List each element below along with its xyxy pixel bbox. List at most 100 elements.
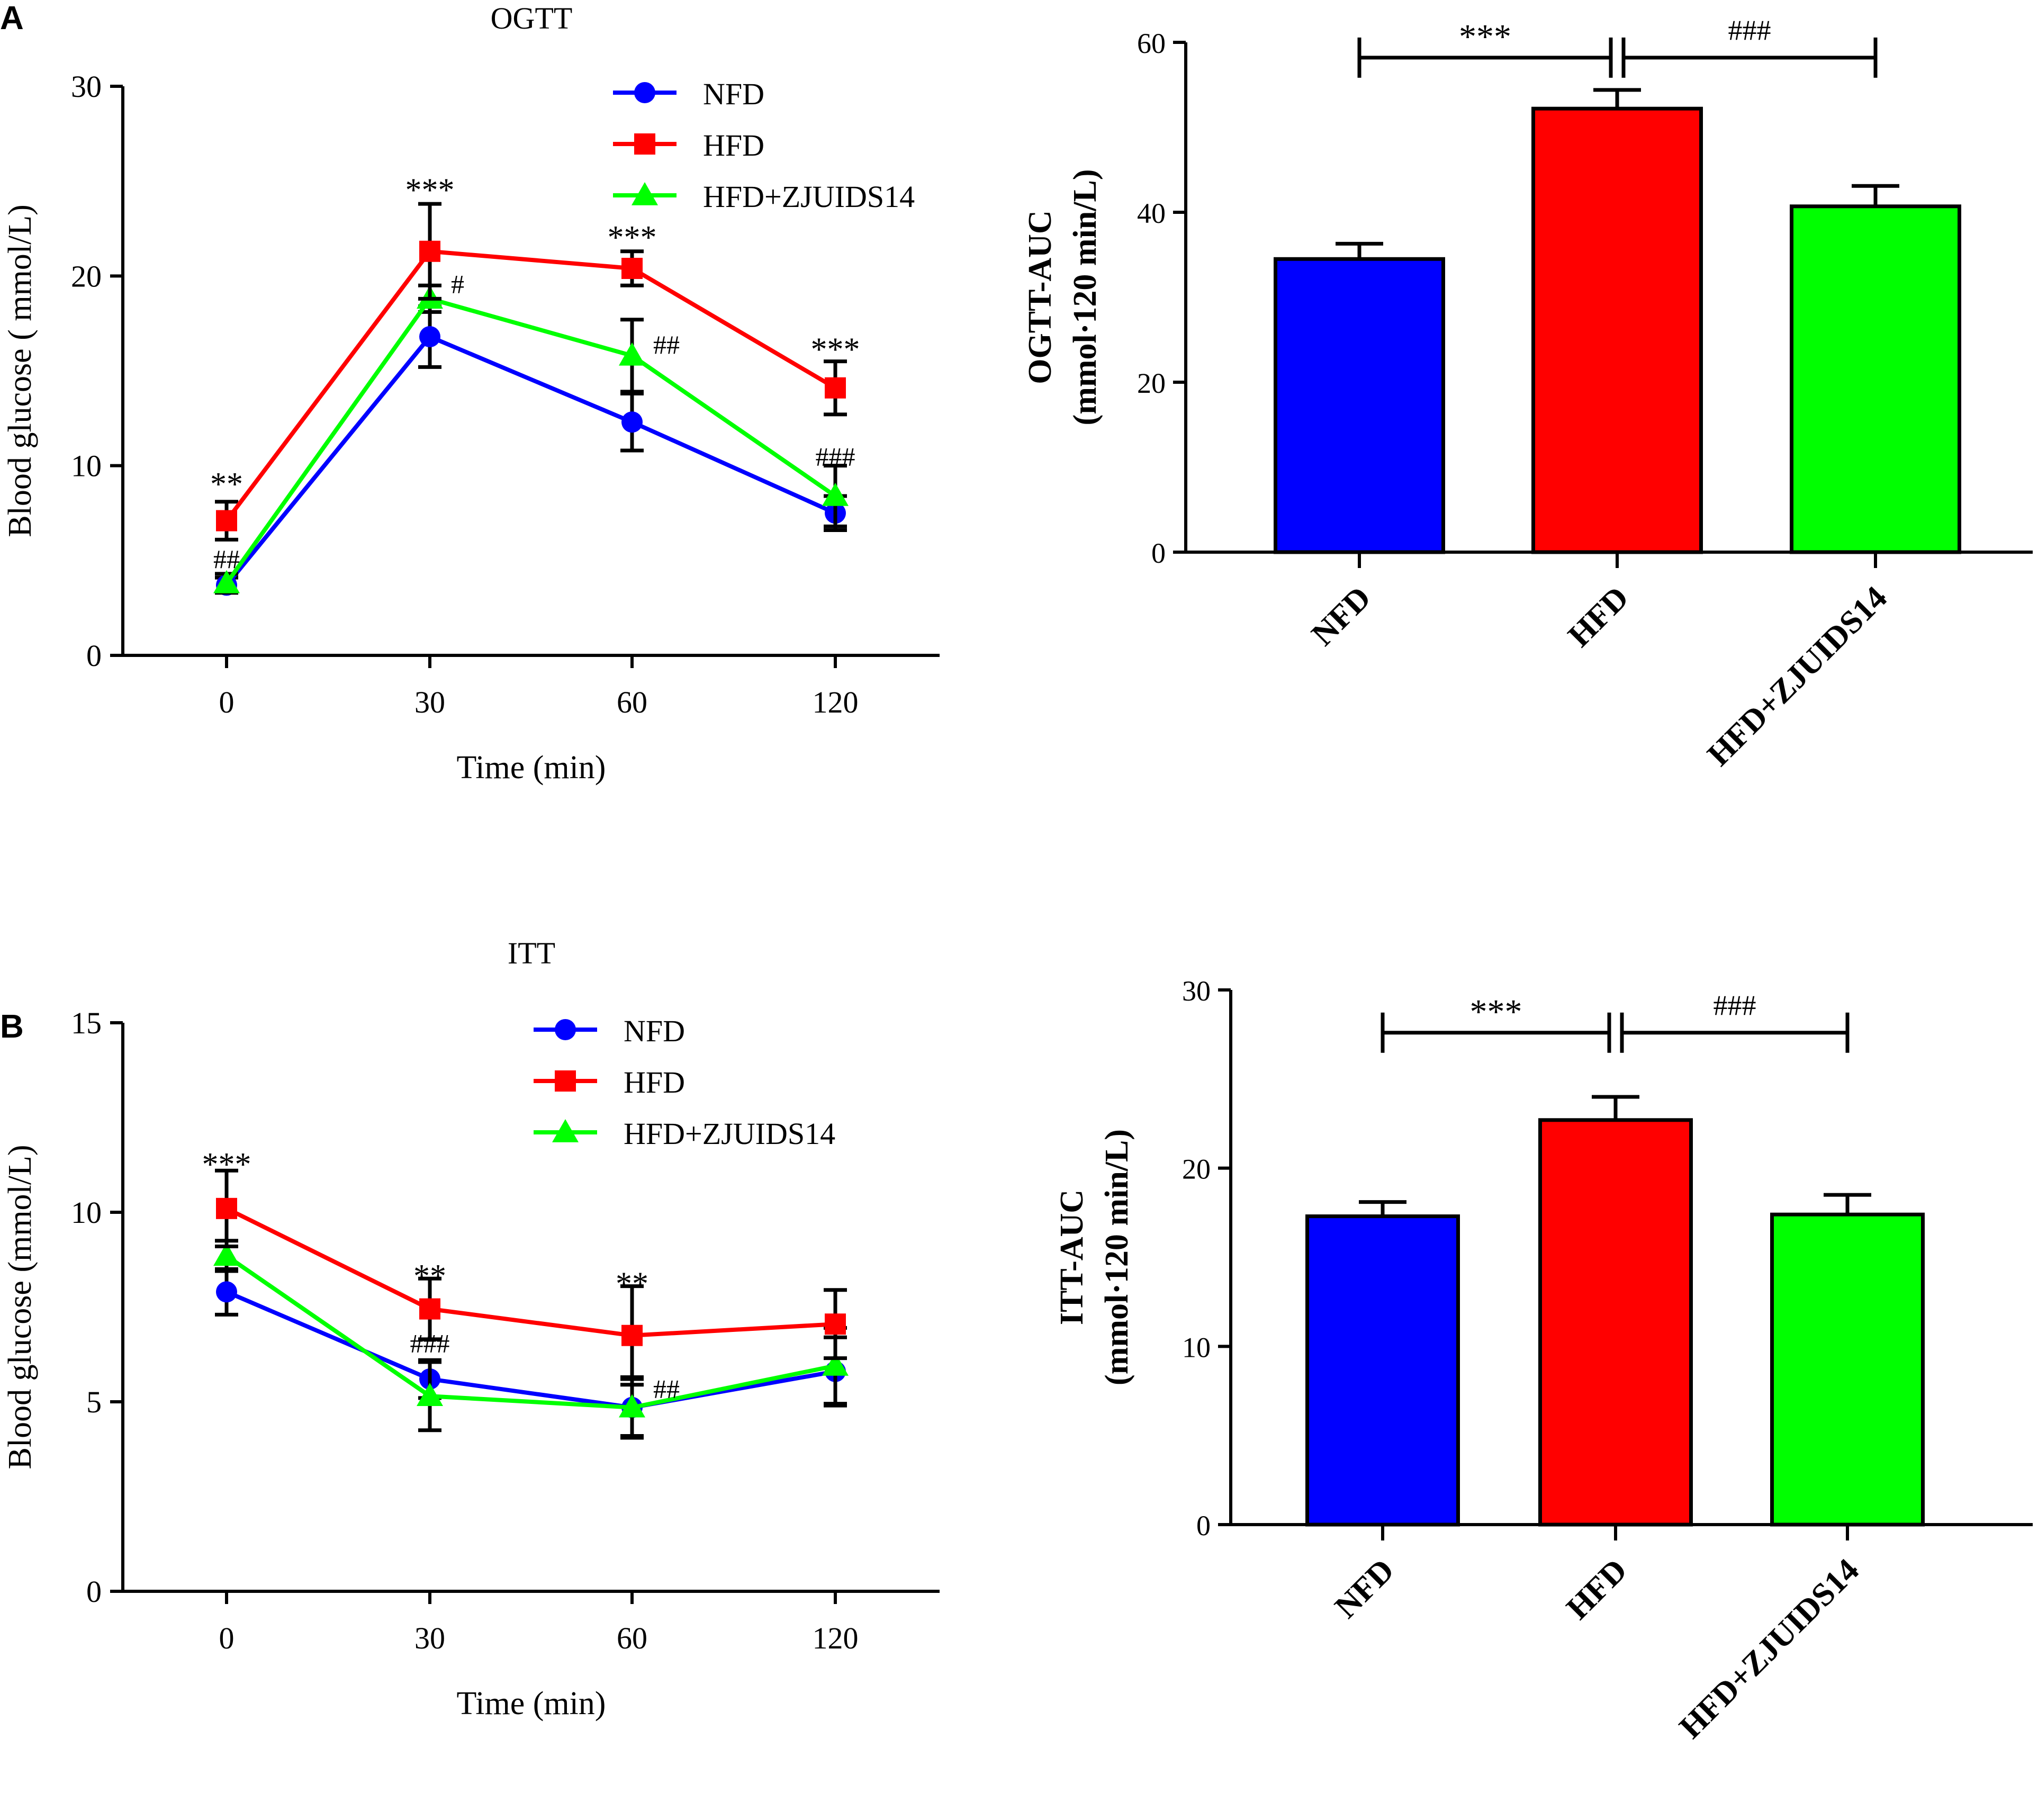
significance-bracket: ### [1620,989,1850,1053]
series-hfd-zjuids14 [213,283,849,595]
legend-label: HFD [703,128,764,163]
data-point [213,1242,240,1266]
series-hfd-zjuids14 [213,1239,849,1440]
significance-label: ### [410,1329,450,1358]
series-hfd [215,1168,847,1387]
data-point [825,377,846,399]
ogtt-line-chart: OGTT 0 10 20 30 0 30 60 120 Time (min) Blood gluco… [2,1,940,786]
itt-line-chart: ITT 0 5 10 15 0 30 60 120 Time (min) Blood glucose… [2,936,940,1722]
bracket-label: ### [1714,989,1756,1021]
series-line [226,1290,836,1410]
x-tick-label: HFD [1559,1552,1634,1627]
significance-label: *** [405,172,455,208]
significance-label: ## [213,544,240,574]
y-tick-label: 20 [1182,1154,1211,1185]
data-point [417,1383,443,1407]
legend-marker [634,82,655,103]
data-point [213,570,240,593]
x-tick-label: 120 [813,685,859,719]
y-tick-label: 20 [71,259,102,293]
legend: NFD HFD HFD+ZJUIDS14 [613,77,915,214]
legend: NFD HFD HFD+ZJUIDS14 [534,1014,835,1151]
y-tick-label: 60 [1137,28,1166,59]
data-point [822,483,849,506]
significance-bracket: ### [1621,14,1878,78]
y-tick-label: 10 [71,449,102,483]
legend-label: HFD+ZJUIDS14 [624,1116,835,1151]
series-line [224,249,837,522]
significance-label: ** [210,466,243,502]
bracket-label: *** [1470,993,1522,1031]
series-nfd [215,1267,847,1438]
y-tick-label: 30 [1182,975,1211,1007]
data-point [419,326,440,347]
chart-title: ITT [508,936,555,970]
y-axis-title: Blood glucose ( mmol/L) [2,204,38,537]
x-tick-label: 60 [617,1621,647,1655]
x-tick-label: HFD+ZJUIDS14 [1701,580,1894,773]
data-point [825,1313,846,1335]
significance-label: # [451,269,464,299]
x-axis-title: Time (min) [457,1686,606,1722]
panel-label-a: A [0,0,24,37]
y-tick-label: 30 [71,69,102,104]
bar [1790,204,1961,554]
y-axis-title: ITT-AUC [1054,1190,1090,1325]
panel-label-b: B [0,1008,24,1045]
legend-label: HFD [624,1065,685,1100]
legend-marker [632,182,658,205]
significance-label: *** [811,331,860,367]
y-tick-label: 10 [1182,1331,1211,1363]
y-axis-title: OGTT-AUC [1022,210,1058,384]
bracket-label: *** [1459,17,1511,56]
legend-marker [555,1070,576,1092]
y-tick-label: 0 [1196,1510,1211,1542]
legend-marker [555,1019,576,1040]
series-hfd [215,202,847,542]
data-point [822,1352,849,1376]
bar [1770,1212,1925,1527]
data-point [621,1325,643,1346]
significance-label: ## [653,1374,680,1404]
legend-marker [634,133,655,155]
data-point [216,1197,237,1219]
data-point [619,342,645,366]
x-tick-label: HFD [1561,580,1636,654]
legend-label: NFD [703,77,764,111]
y-tick-label: 15 [71,1006,102,1040]
x-tick-label: HFD+ZJUIDS14 [1673,1552,1866,1745]
x-tick-label: NFD [1305,580,1378,653]
x-tick-label: NFD [1328,1552,1401,1625]
data-point [419,240,440,262]
significance-label: *** [202,1147,251,1183]
data-point [619,1394,645,1418]
x-tick-label: 0 [219,685,235,719]
y-axis-title: Blood glucose (mmol/L) [2,1145,38,1469]
bar [1531,106,1703,554]
chart-title: OGTT [491,1,573,35]
series-line [224,296,837,585]
data-point [621,258,643,279]
y-tick-label: 20 [1137,367,1166,399]
y-tick-label: 0 [86,638,102,673]
legend-marker [552,1119,579,1142]
series-nfd [215,304,847,596]
significance-label: ** [616,1266,648,1302]
bracket-label: ### [1728,14,1771,46]
series-line [226,1206,836,1338]
data-point [621,411,643,433]
significance-label: *** [608,220,657,256]
ogtt-auc-bar-chart: 0 20 40 60 OGTT-AUC (mmol·120 min/L) NFD HFD HFD… [1022,14,2033,773]
legend-label: NFD [624,1014,685,1048]
data-point [216,510,237,531]
y-tick-label: 0 [1151,537,1166,569]
significance-bracket: *** [1381,993,1611,1053]
significance-label: ** [413,1258,446,1294]
significance-bracket: *** [1357,17,1613,78]
y-tick-label: 40 [1137,197,1166,229]
x-tick-label: 120 [813,1621,859,1655]
series-line [225,1254,836,1410]
significance-label: ### [816,442,855,471]
y-axis-subtitle: (mmol·120 min/L) [1067,169,1103,426]
series-line [224,334,836,587]
